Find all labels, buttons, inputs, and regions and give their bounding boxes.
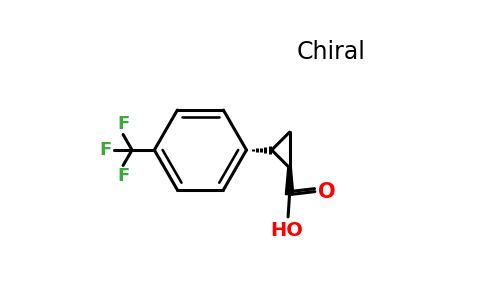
Polygon shape bbox=[286, 168, 294, 195]
Text: HO: HO bbox=[270, 221, 303, 240]
Text: O: O bbox=[318, 182, 335, 202]
Text: F: F bbox=[117, 115, 129, 133]
Text: F: F bbox=[117, 167, 129, 185]
Text: Chiral: Chiral bbox=[297, 40, 365, 64]
Text: F: F bbox=[100, 141, 112, 159]
